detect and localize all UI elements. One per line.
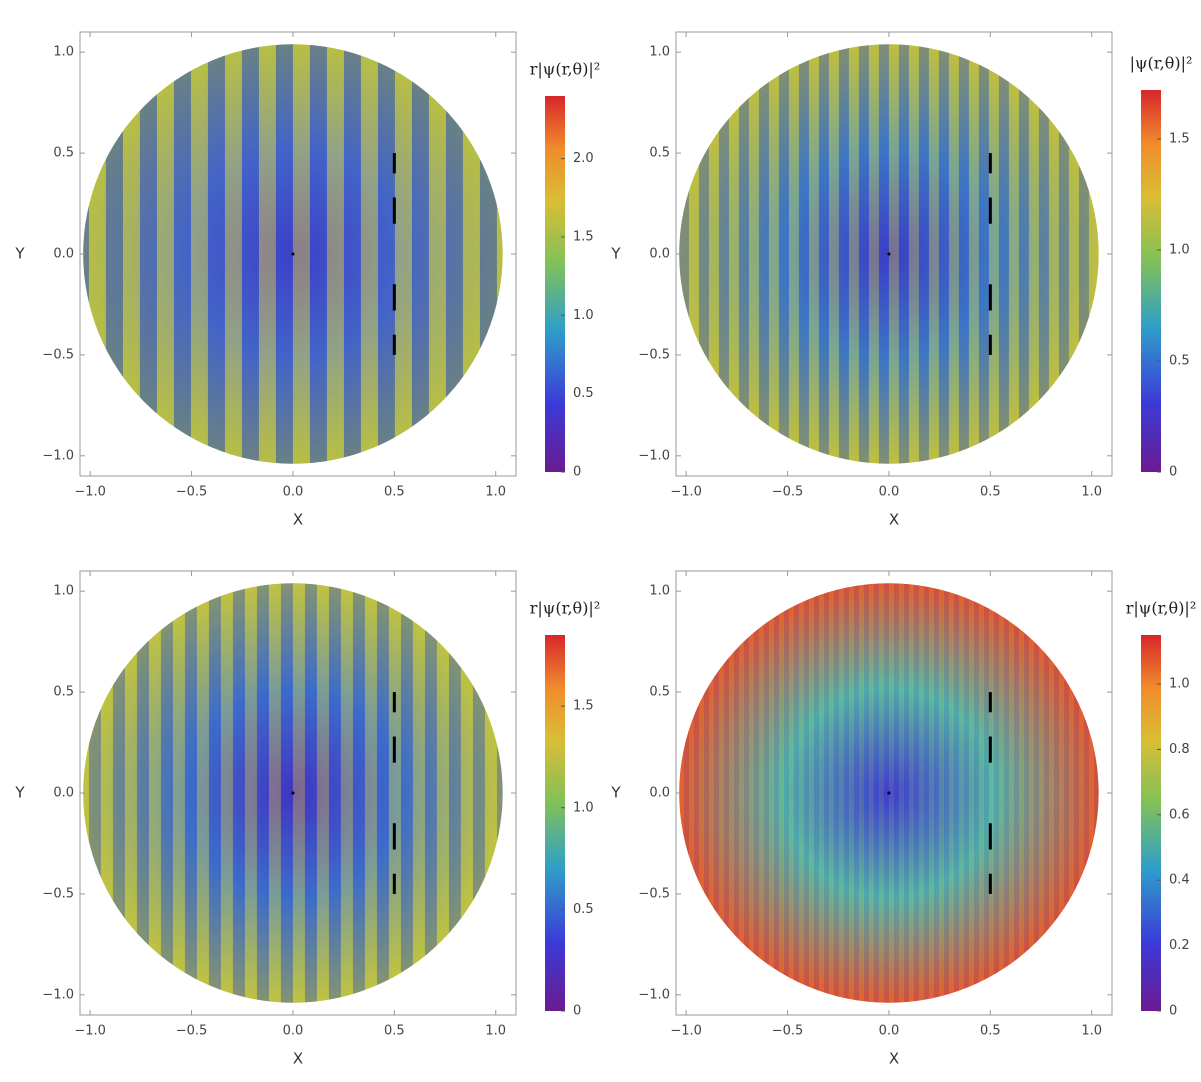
colorbar-tick-label: 0.6 (1169, 807, 1190, 822)
y-tick-label: −1.0 (638, 448, 670, 463)
x-tick-label: −1.0 (670, 1024, 702, 1039)
panel: −1.0 −0.5 0.0 0.5 1.0 −1.0 −0.5 0.0 0.5 1.0 X Y 0 0.5… (14, 31, 600, 529)
colorbar-tick-label: 0.4 (1169, 873, 1190, 888)
x-tick-label: −0.5 (176, 485, 208, 500)
y-tick-label: 1.0 (53, 584, 74, 599)
y-tick-label: 0.0 (53, 247, 74, 262)
y-axis-label: Y (14, 784, 25, 802)
colorbar-label: r|ψ(r,θ)|² (530, 599, 600, 618)
y-tick-label: −0.5 (638, 886, 670, 901)
colorbar-tick-label: 1.5 (573, 699, 594, 714)
colorbar-tick-label: 0.5 (573, 386, 594, 401)
x-tick-label: −1.0 (74, 1024, 106, 1039)
colorbar-tick-label: 0.8 (1169, 742, 1190, 757)
y-axis-label: Y (14, 245, 25, 263)
y-tick-label: −0.5 (638, 347, 670, 362)
x-tick-label: 0.0 (879, 1024, 900, 1039)
panel: −1.0 −0.5 0.0 0.5 1.0 −1.0 −0.5 0.0 0.5 1.0 X Y 0 0.2… (610, 570, 1196, 1068)
colorbar-tick-label: 0 (573, 465, 581, 480)
x-tick-label: 1.0 (485, 1024, 506, 1039)
colorbar-tick-label: 0 (1169, 1004, 1177, 1019)
x-tick-label: 0.0 (283, 485, 304, 500)
colorbar-tick-label: 1.0 (573, 308, 594, 323)
x-tick-label: 0.0 (283, 1024, 304, 1039)
y-tick-label: 0.0 (53, 786, 74, 801)
x-tick-label: −1.0 (74, 485, 106, 500)
colorbar-label: r|ψ(r,θ)|² (530, 60, 600, 79)
x-tick-label: 0.5 (384, 485, 405, 500)
y-tick-label: 0.0 (649, 247, 670, 262)
x-axis-label: X (889, 511, 899, 529)
colorbar-tick-label: 0.5 (1169, 353, 1190, 368)
source-point (291, 252, 295, 256)
y-axis-label: Y (610, 245, 621, 263)
panel: −1.0 −0.5 0.0 0.5 1.0 −1.0 −0.5 0.0 0.5 1.0 X Y 0 0.5… (610, 31, 1193, 529)
colorbar-tick-label: 1.0 (1169, 677, 1190, 692)
colorbar-tick-label: 2.0 (573, 151, 594, 166)
x-tick-label: 0.5 (980, 485, 1001, 500)
source-point (887, 252, 891, 256)
colorbar-label: |ψ(r,θ)|² (1130, 54, 1193, 73)
colorbar (545, 635, 565, 1011)
x-tick-label: −1.0 (670, 485, 702, 500)
colorbar-tick-label: 1.0 (573, 800, 594, 815)
y-tick-label: 0.0 (649, 786, 670, 801)
x-tick-label: −0.5 (772, 1024, 804, 1039)
y-tick-label: 1.0 (53, 45, 74, 60)
x-tick-label: 0.0 (879, 485, 900, 500)
y-tick-label: 0.5 (649, 685, 670, 700)
y-axis-label: Y (610, 784, 621, 802)
x-axis-label: X (293, 511, 303, 529)
x-axis-label: X (889, 1050, 899, 1068)
colorbar (545, 96, 565, 472)
colorbar-tick-label: 1.5 (1169, 131, 1190, 146)
y-tick-label: −0.5 (42, 886, 74, 901)
x-tick-label: 0.5 (980, 1024, 1001, 1039)
colorbar-label: r|ψ(r,θ)|² (1126, 599, 1196, 618)
x-tick-label: −0.5 (772, 485, 804, 500)
colorbar (1141, 635, 1161, 1011)
colorbar-tick-label: 0.5 (573, 902, 594, 917)
x-tick-label: 1.0 (1081, 1024, 1102, 1039)
colorbar-tick-label: 0 (573, 1004, 581, 1019)
colorbar-tick-label: 0.2 (1169, 938, 1190, 953)
y-tick-label: 1.0 (649, 584, 670, 599)
x-axis-label: X (293, 1050, 303, 1068)
source-point (887, 791, 891, 795)
y-tick-label: −0.5 (42, 347, 74, 362)
y-tick-label: 1.0 (649, 45, 670, 60)
colorbar (1141, 90, 1161, 472)
x-tick-label: −0.5 (176, 1024, 208, 1039)
source-point (291, 791, 295, 795)
panel: −1.0 −0.5 0.0 0.5 1.0 −1.0 −0.5 0.0 0.5 1.0 X Y 0 0.5… (14, 570, 600, 1068)
y-tick-label: −1.0 (638, 987, 670, 1002)
colorbar-tick-label: 1.5 (573, 230, 594, 245)
colorbar-tick-label: 0 (1169, 465, 1177, 480)
colorbar-tick-label: 1.0 (1169, 242, 1190, 257)
y-tick-label: 0.5 (53, 685, 74, 700)
y-tick-label: −1.0 (42, 448, 74, 463)
x-tick-label: 1.0 (485, 485, 506, 500)
x-tick-label: 0.5 (384, 1024, 405, 1039)
y-tick-label: −1.0 (42, 987, 74, 1002)
y-tick-label: 0.5 (53, 146, 74, 161)
y-tick-label: 0.5 (649, 146, 670, 161)
x-tick-label: 1.0 (1081, 485, 1102, 500)
